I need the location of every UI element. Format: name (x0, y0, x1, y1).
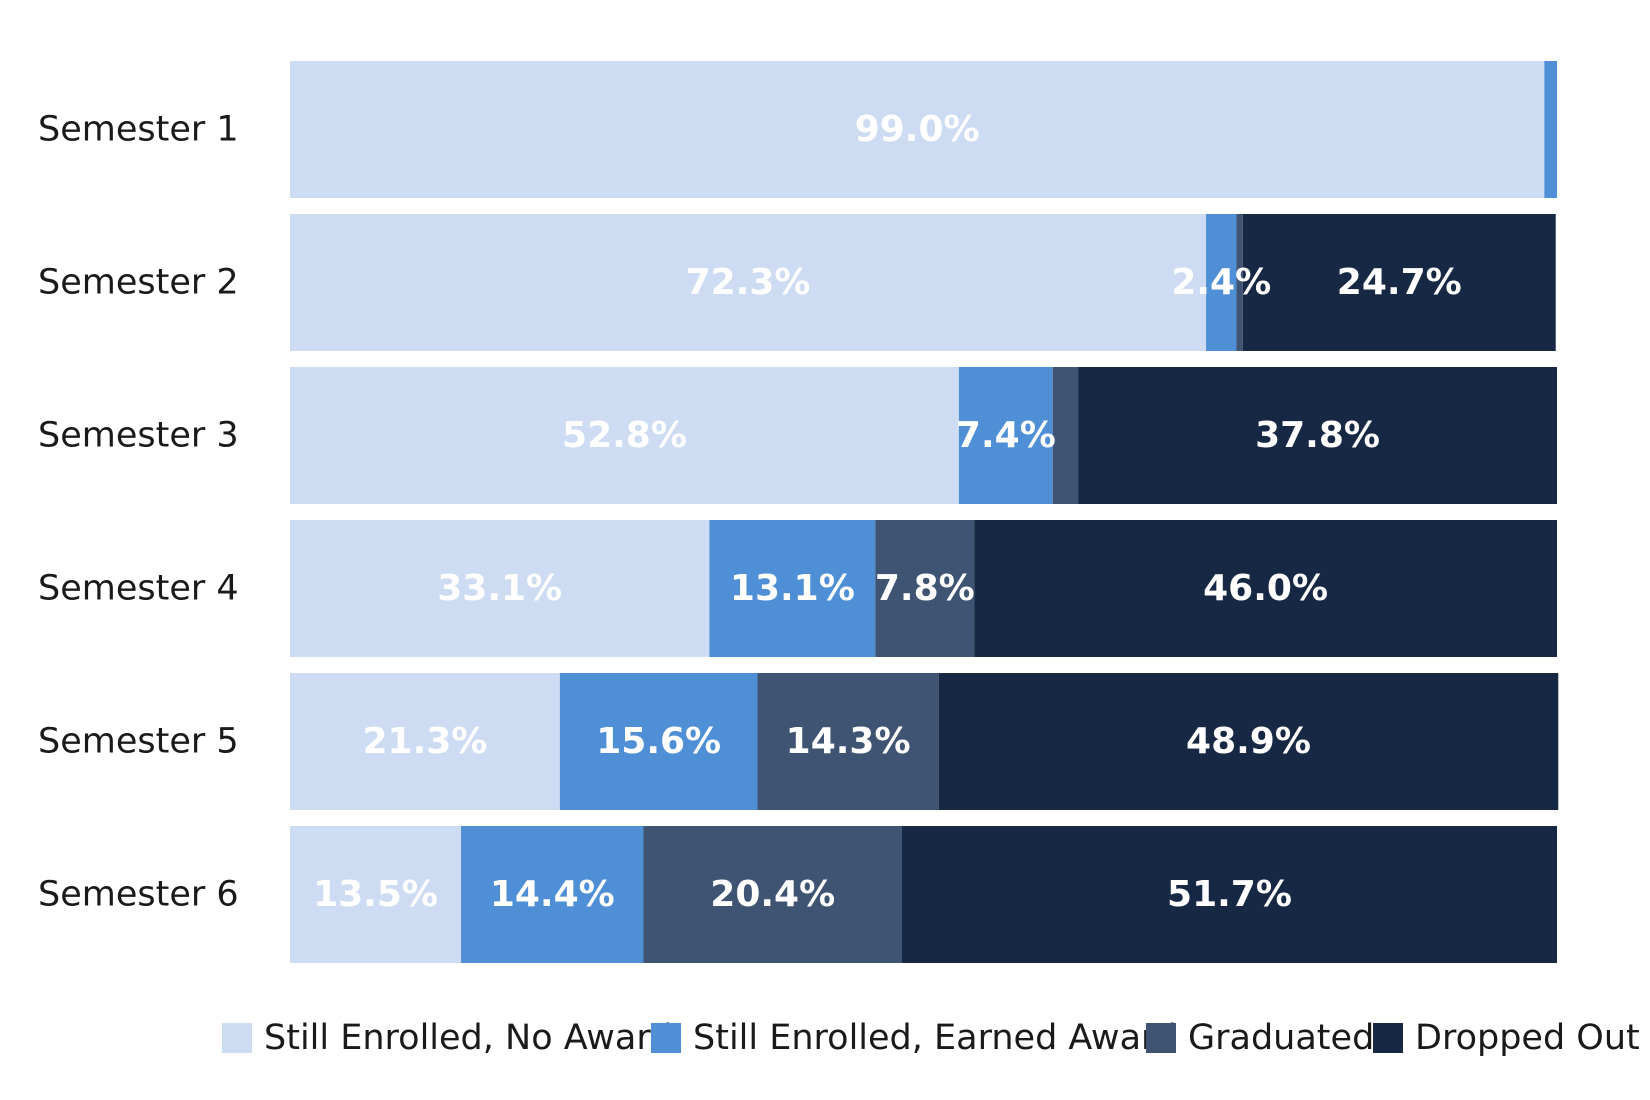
bar-segment-graduated-semester-3 (1052, 367, 1079, 504)
legend-label-still-enrolled-earned-award: Still Enrolled, Earned Award (693, 1018, 1177, 1058)
bar-segment-still-enrolled-earned-award-semester-1 (1544, 61, 1557, 198)
value-label-dropped-out-semester-2: 24.7% (1337, 262, 1462, 303)
bars-group (290, 61, 1559, 963)
bar-segment-still-enrolled-no-award-semester-6 (290, 826, 462, 963)
bar-segment-still-enrolled-no-award-semester-1 (290, 61, 1545, 198)
value-label-dropped-out-semester-3: 37.8% (1255, 415, 1380, 456)
bar-segment-graduated-semester-2 (1236, 214, 1243, 351)
legend-label-still-enrolled-no-award: Still Enrolled, No Award (264, 1018, 672, 1058)
value-label-graduated-semester-5: 14.3% (786, 721, 911, 762)
bar-segment-still-enrolled-earned-award-semester-6 (461, 826, 644, 963)
bar-segment-dropped-out-semester-6 (901, 826, 1557, 963)
bar-segment-still-enrolled-no-award-semester-5 (290, 673, 560, 810)
bar-segment-graduated-semester-6 (643, 826, 902, 963)
value-label-still-enrolled-earned-award-semester-2: 2.4% (1171, 262, 1271, 303)
bar-segment-still-enrolled-earned-award-semester-4 (709, 520, 876, 657)
bar-segment-still-enrolled-no-award-semester-2 (290, 214, 1207, 351)
category-labels: Semester 1 Semester 2 Semester 3 Semester 4… (38, 110, 239, 915)
value-label-still-enrolled-no-award-semester-2: 72.3% (686, 262, 811, 303)
category-label-semester-6: Semester 6 (38, 875, 239, 915)
category-label-semester-5: Semester 5 (38, 722, 239, 762)
legend-swatch-still-enrolled-earned-award (651, 1023, 681, 1053)
category-label-semester-2: Semester 2 (38, 263, 239, 303)
legend-swatch-dropped-out (1373, 1023, 1403, 1053)
value-label-dropped-out-semester-5: 48.9% (1186, 721, 1311, 762)
value-label-still-enrolled-no-award-semester-5: 21.3% (362, 721, 487, 762)
value-label-dropped-out-semester-6: 51.7% (1167, 874, 1292, 915)
value-label-still-enrolled-earned-award-semester-4: 13.1% (730, 568, 855, 609)
bar-segment-graduated-semester-4 (875, 520, 975, 657)
value-labels: 99.0% 72.3% 2.4% 24.7% 52.8% 7.4% 37.8% 33.1% 13… (313, 109, 1462, 915)
value-label-dropped-out-semester-4: 46.0% (1203, 568, 1328, 609)
legend-swatch-graduated (1146, 1023, 1176, 1053)
value-label-still-enrolled-earned-award-semester-3: 7.4% (956, 415, 1056, 456)
bar-segment-graduated-semester-5 (757, 673, 939, 810)
bar-segment-still-enrolled-earned-award-semester-5 (559, 673, 758, 810)
bar-segment-still-enrolled-no-award-semester-4 (290, 520, 710, 657)
bar-segment-still-enrolled-no-award-semester-3 (290, 367, 959, 504)
value-label-graduated-semester-4: 7.8% (875, 568, 975, 609)
bar-segment-dropped-out-semester-5 (938, 673, 1559, 810)
category-label-semester-4: Semester 4 (38, 569, 239, 609)
value-label-graduated-semester-6: 20.4% (710, 874, 835, 915)
bar-segment-still-enrolled-earned-award-semester-2 (1206, 214, 1237, 351)
value-label-still-enrolled-no-award-semester-1: 99.0% (855, 109, 980, 150)
category-label-semester-1: Semester 1 (38, 110, 239, 150)
value-label-still-enrolled-earned-award-semester-6: 14.4% (490, 874, 615, 915)
bar-segment-dropped-out-semester-3 (1078, 367, 1557, 504)
value-label-still-enrolled-earned-award-semester-5: 15.6% (596, 721, 721, 762)
value-label-still-enrolled-no-award-semester-3: 52.8% (562, 415, 687, 456)
legend-label-dropped-out: Dropped Out (1415, 1018, 1640, 1058)
category-label-semester-3: Semester 3 (38, 416, 239, 456)
bar-segment-dropped-out-semester-4 (974, 520, 1557, 657)
value-label-still-enrolled-no-award-semester-4: 33.1% (437, 568, 562, 609)
bar-segment-dropped-out-semester-2 (1242, 214, 1556, 351)
bar-segment-still-enrolled-earned-award-semester-3 (958, 367, 1053, 504)
legend: Still Enrolled, No Award Still Enrolled, … (222, 1018, 1640, 1058)
value-label-still-enrolled-no-award-semester-6: 13.5% (313, 874, 438, 915)
legend-swatch-still-enrolled-no-award (222, 1023, 252, 1053)
legend-label-graduated: Graduated (1188, 1018, 1374, 1058)
